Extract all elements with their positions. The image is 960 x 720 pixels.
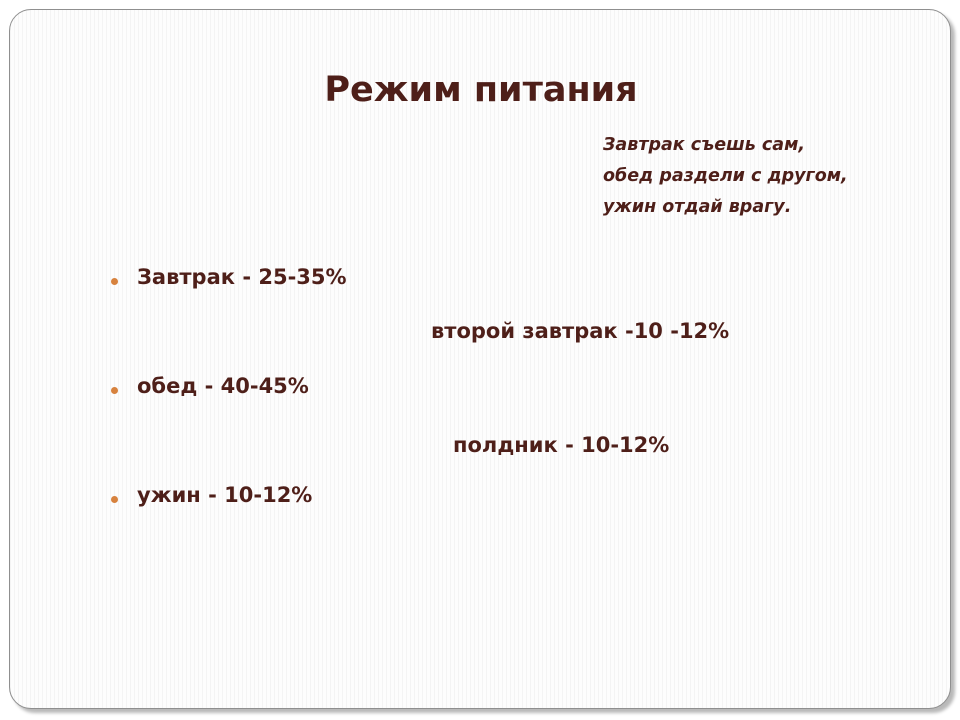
- bullet-icon: [111, 387, 118, 394]
- bullet-icon: [111, 278, 118, 285]
- meal-afternoon-snack: полдник - 10-12%: [453, 433, 670, 457]
- quote-line: обед раздели с другом,: [603, 166, 848, 186]
- bullet-icon: [111, 496, 118, 503]
- slide-title: Режим питания: [324, 70, 638, 110]
- quote-line: Завтрак съешь сам,: [603, 135, 806, 155]
- meal-lunch: обед - 40-45%: [137, 374, 309, 398]
- quote-line: ужин отдай врагу.: [603, 197, 792, 217]
- meal-dinner: ужин - 10-12%: [137, 483, 313, 507]
- meal-second-breakfast: второй завтрак -10 -12%: [431, 319, 730, 343]
- proverb-quote: Завтрак съешь сам, обед раздели с другом…: [603, 130, 848, 223]
- meal-breakfast: Завтрак - 25-35%: [137, 265, 347, 289]
- slide: Режим питания Завтрак съешь сам, обед ра…: [9, 9, 951, 709]
